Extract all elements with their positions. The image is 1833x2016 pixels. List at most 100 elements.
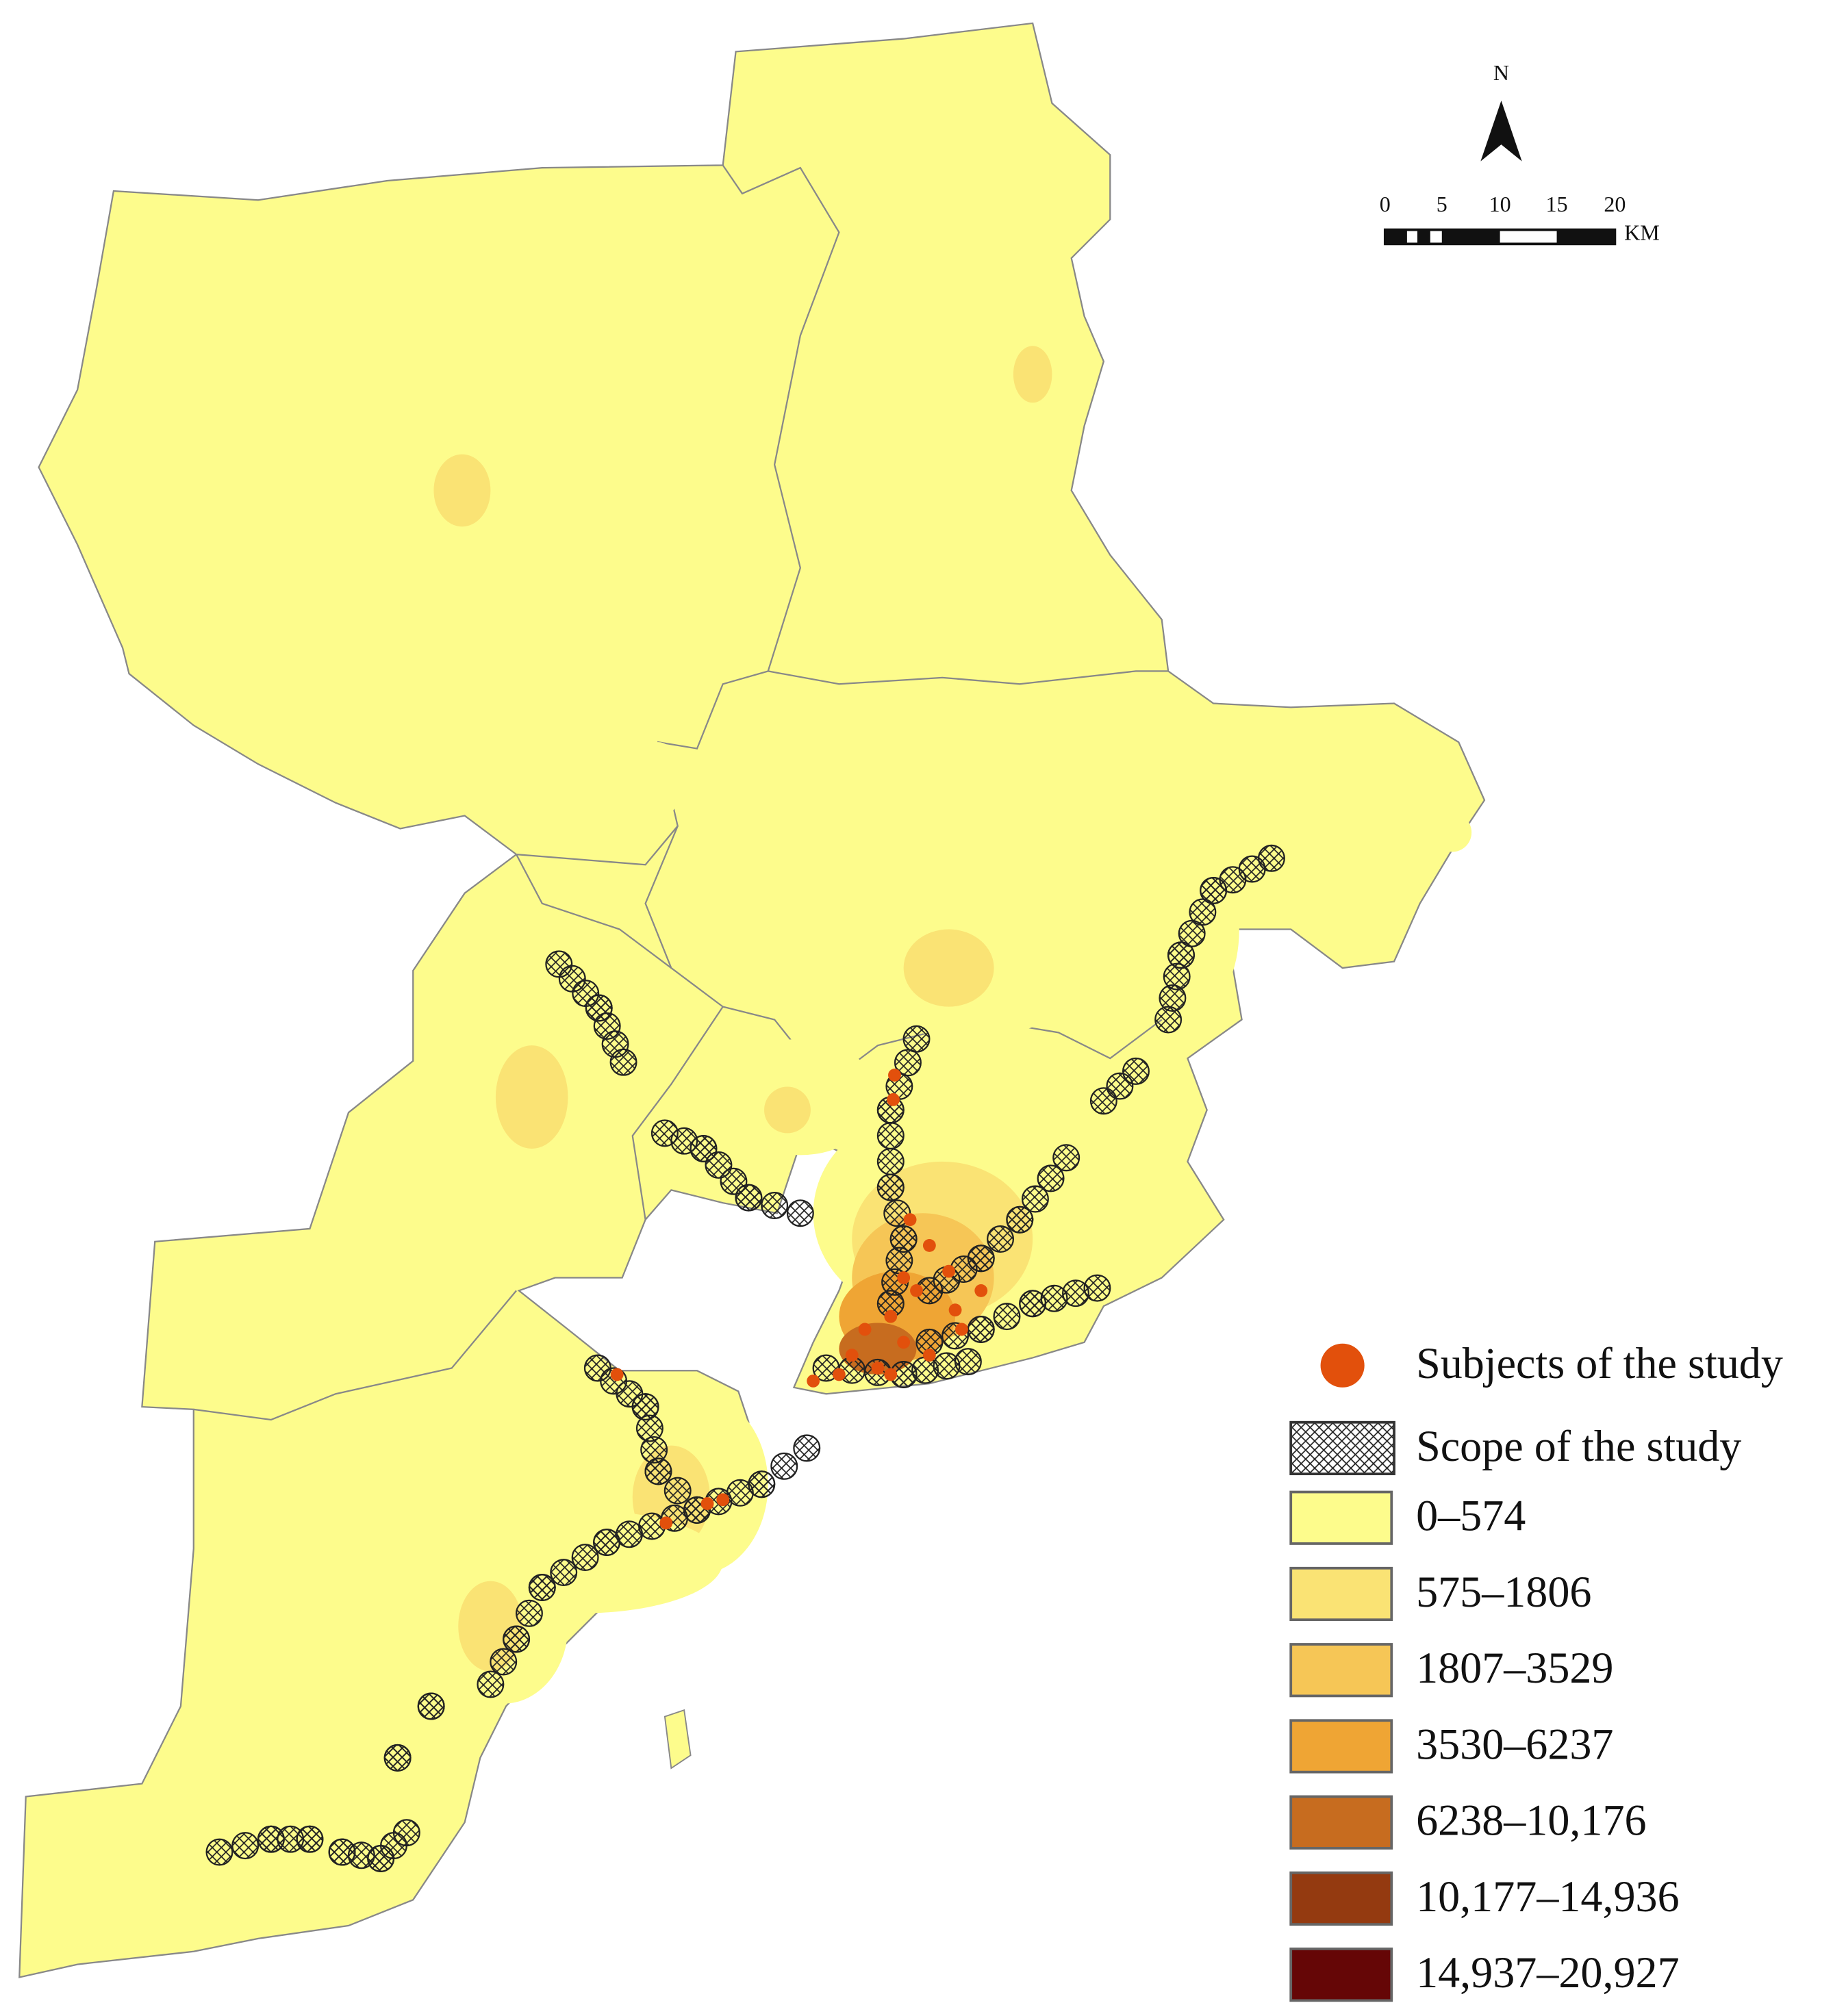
subject-dot <box>897 1336 911 1349</box>
legend-swatch <box>1289 1719 1393 1774</box>
scope-circle <box>550 1559 578 1587</box>
density-zone <box>477 1316 555 1381</box>
legend-label: Scope of the study <box>1416 1422 1741 1470</box>
legend-swatch <box>1289 1948 1393 2002</box>
scope-circle <box>993 1303 1021 1331</box>
scale-tick-label: 20 <box>1604 192 1626 216</box>
scale-bar-segment <box>1441 229 1500 244</box>
scope-circle <box>894 1049 922 1077</box>
border <box>516 164 840 866</box>
scope-circle <box>761 1191 789 1219</box>
scale-unit: KM <box>1624 220 1660 245</box>
scope-circle <box>793 1434 821 1462</box>
scope-circle <box>876 1147 905 1175</box>
subject-dot <box>922 1349 936 1362</box>
subject-dot <box>884 1310 898 1323</box>
scope-circle <box>231 1832 260 1860</box>
scale-tick-label: 0 <box>1380 192 1391 216</box>
scope-circle <box>644 1457 672 1485</box>
scale-tick-label: 5 <box>1437 192 1448 216</box>
scope-circle <box>987 1225 1015 1253</box>
legend-label: 575–1806 <box>1416 1568 1591 1616</box>
scope-circle <box>609 1048 637 1076</box>
land-area <box>18 22 1486 1978</box>
study-subjects <box>610 1069 988 1530</box>
legend-label: Subjects of the study <box>1416 1339 1783 1388</box>
subject-dot <box>700 1497 714 1510</box>
scope-circle <box>477 1670 505 1698</box>
scope-circle <box>954 1348 982 1376</box>
scope-circle <box>503 1625 531 1653</box>
legend-label: 6238–10,176 <box>1416 1796 1646 1845</box>
subject-dot <box>858 1323 872 1336</box>
scope-circle <box>515 1599 543 1627</box>
subject-dot <box>716 1493 730 1507</box>
legend-swatch <box>1289 1643 1393 1698</box>
density-zone <box>764 1086 811 1134</box>
scope-circle <box>383 1744 412 1772</box>
subject-dot <box>888 1069 901 1082</box>
legend: Subjects of the study Scope of the study 0… <box>1289 1339 1783 2002</box>
scope-circle <box>770 1452 798 1480</box>
legend-label: 1807–3529 <box>1416 1644 1613 1692</box>
subject-dot <box>974 1284 988 1297</box>
legend-swatch <box>1289 1871 1393 1926</box>
legend-label: 14,937–20,927 <box>1416 1948 1680 1997</box>
scope-circle <box>571 1544 599 1572</box>
scope-circle <box>1006 1205 1034 1234</box>
subject-dot <box>955 1323 968 1336</box>
scope-circle <box>205 1838 233 1866</box>
subject-dot <box>871 1362 885 1375</box>
legend-label: 10,177–14,936 <box>1416 1872 1680 1921</box>
scale-bar-segment <box>1417 229 1430 244</box>
legend-label: 3530–6237 <box>1416 1720 1613 1768</box>
north-label: N <box>1493 60 1509 85</box>
border <box>516 854 672 969</box>
scope-circle <box>1052 1144 1080 1172</box>
density-zone <box>352 213 443 265</box>
density-zone <box>495 1045 568 1149</box>
legend-swatch <box>1289 1795 1393 1850</box>
north-arrow: N <box>1480 60 1522 162</box>
legend-swatch <box>1289 1566 1393 1622</box>
density-zone <box>635 742 682 820</box>
subject-dot <box>903 1213 917 1227</box>
north-arrow-head <box>1480 101 1522 162</box>
scope-circle <box>490 1648 518 1676</box>
scope-circle <box>735 1184 763 1212</box>
subject-dot <box>910 1284 923 1297</box>
scope-circle <box>296 1825 324 1853</box>
density-zone <box>903 929 994 1007</box>
scope-circle <box>1200 876 1228 904</box>
subject-dot <box>948 1303 962 1317</box>
scope-circle <box>1021 1185 1049 1213</box>
legend-dot <box>1320 1343 1365 1388</box>
subject-dot <box>884 1368 898 1381</box>
scale-tick-label: 15 <box>1546 192 1568 216</box>
scope-circle <box>417 1692 445 1720</box>
legend-label: 0–574 <box>1416 1492 1526 1540</box>
density-zone <box>1432 813 1472 852</box>
subject-dot <box>659 1516 673 1530</box>
legend-swatch <box>1289 1490 1393 1545</box>
island <box>663 1709 692 1770</box>
subject-dot <box>832 1368 846 1381</box>
scope-circle <box>1154 1006 1183 1034</box>
density-zone <box>1013 346 1052 403</box>
subject-dot <box>942 1264 956 1278</box>
scope-circle <box>1019 1290 1047 1318</box>
subject-dot <box>610 1368 624 1381</box>
scope-circle <box>663 1477 692 1505</box>
scope-circle <box>1178 919 1206 947</box>
scope-circle <box>528 1574 556 1602</box>
subject-dot <box>887 1093 900 1106</box>
scope-circle <box>593 1529 621 1557</box>
scale-bar-segment <box>1556 229 1615 244</box>
subject-dot <box>922 1238 936 1252</box>
scope-circle <box>1189 898 1217 926</box>
scope-circle <box>392 1819 420 1847</box>
scope-circle <box>1037 1164 1065 1192</box>
density-surface <box>251 213 1472 1885</box>
